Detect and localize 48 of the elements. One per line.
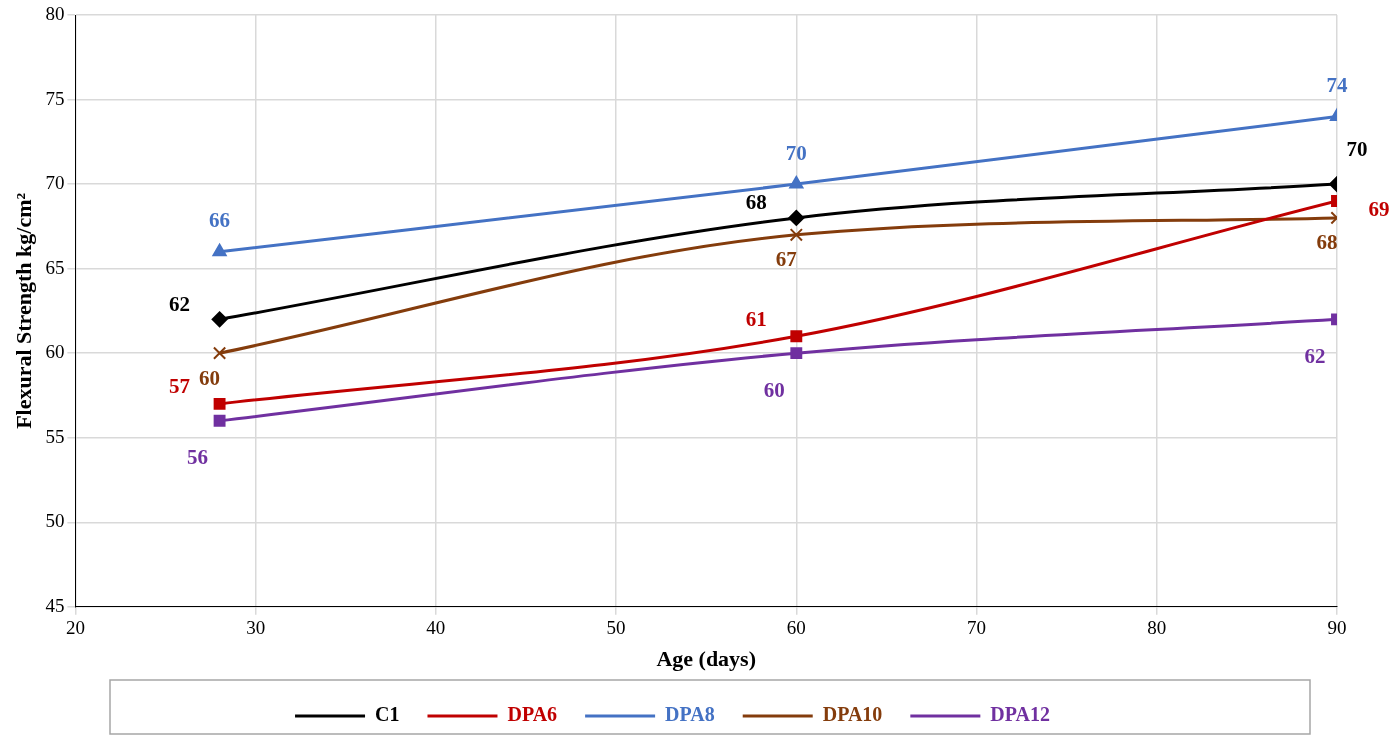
point bbox=[790, 330, 803, 343]
y-tick-label: 50 bbox=[45, 510, 65, 532]
data-label: 56 bbox=[187, 445, 209, 470]
point bbox=[213, 414, 226, 427]
legend-label: DPA8 bbox=[665, 703, 715, 726]
point bbox=[212, 243, 227, 257]
point bbox=[789, 228, 803, 242]
y-axis-title: Flexural Strength kg/cm² bbox=[10, 192, 36, 429]
point bbox=[789, 176, 804, 189]
data-label: 62 bbox=[1304, 343, 1326, 368]
x-tick-label: 20 bbox=[65, 617, 85, 639]
data-label: 68 bbox=[1316, 230, 1338, 255]
x-tick-label: 80 bbox=[1147, 617, 1167, 639]
x-tick-label: 60 bbox=[786, 617, 806, 639]
data-label: 68 bbox=[745, 190, 767, 215]
data-label: 66 bbox=[209, 208, 231, 233]
y-tick-label: 55 bbox=[45, 425, 65, 447]
x-tick-label: 50 bbox=[606, 617, 626, 639]
data-label: 67 bbox=[775, 247, 797, 272]
x-tick-label: 30 bbox=[246, 617, 266, 639]
data-label: 60 bbox=[199, 365, 221, 390]
y-tick-label: 60 bbox=[45, 341, 65, 363]
y-tick-label: 65 bbox=[45, 256, 65, 278]
point bbox=[212, 346, 227, 360]
point bbox=[213, 397, 226, 410]
x-tick-label: 90 bbox=[1327, 617, 1347, 639]
data-label: 70 bbox=[785, 140, 807, 165]
data-label: 69 bbox=[1368, 197, 1390, 222]
data-label: 60 bbox=[763, 377, 785, 402]
data-label: 74 bbox=[1326, 72, 1348, 97]
point bbox=[790, 347, 803, 360]
x-axis-title: Age (days) bbox=[656, 646, 756, 672]
y-tick-label: 80 bbox=[45, 2, 65, 24]
y-tick-label: 45 bbox=[45, 594, 65, 616]
data-label: 57 bbox=[169, 374, 191, 399]
data-label: 62 bbox=[169, 291, 191, 316]
data-label: 61 bbox=[745, 306, 767, 331]
legend-label: DPA6 bbox=[507, 703, 558, 726]
legend-label: DPA10 bbox=[822, 703, 883, 726]
legend-label: C1 bbox=[375, 703, 400, 726]
y-tick-label: 75 bbox=[45, 87, 65, 109]
x-tick-label: 40 bbox=[426, 617, 446, 639]
point bbox=[211, 311, 228, 328]
x-tick-label: 70 bbox=[967, 617, 987, 639]
data-label: 70 bbox=[1346, 136, 1368, 161]
y-tick-label: 70 bbox=[45, 172, 65, 194]
point bbox=[788, 209, 805, 226]
legend-label: DPA12 bbox=[990, 703, 1050, 726]
